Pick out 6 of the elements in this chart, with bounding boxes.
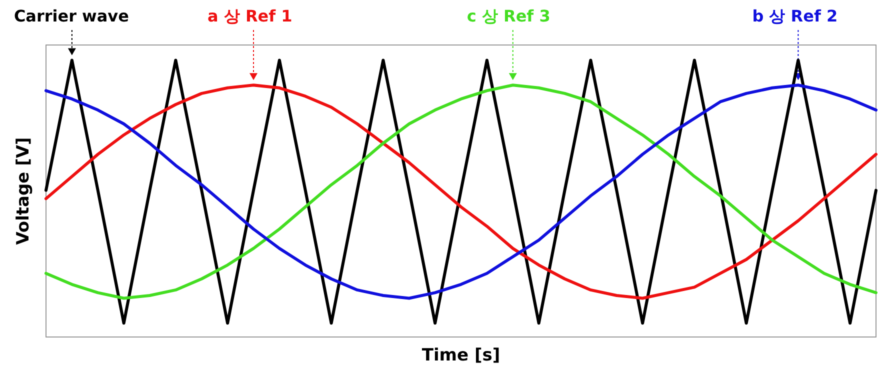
text: c 상 Ref 3 — [466, 6, 550, 26]
x-axis-title: Time [s] — [422, 346, 500, 366]
text: b 상 Ref 2 — [752, 6, 838, 26]
text: Carrier wave — [14, 6, 130, 26]
text: a 상 Ref 1 — [208, 6, 292, 26]
y-axis-title: Voltage [V] — [14, 137, 34, 245]
